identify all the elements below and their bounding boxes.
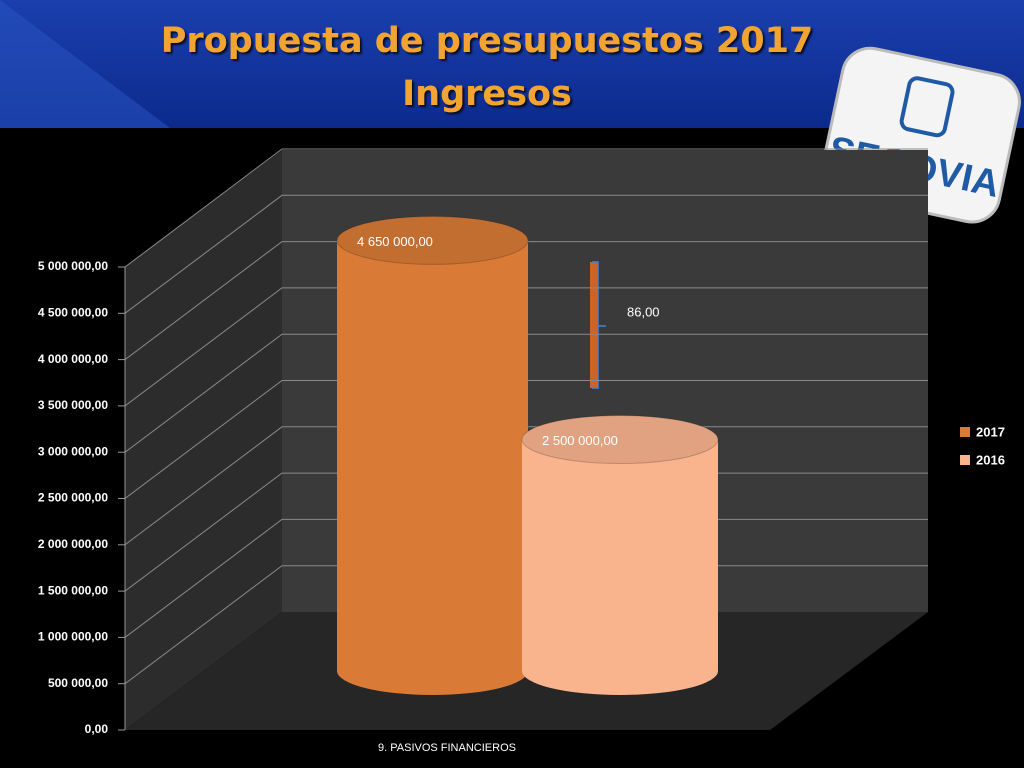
- legend-label: 2016: [976, 452, 1005, 467]
- value-label: 2 500 000,00: [542, 433, 618, 448]
- title-line: Propuesta de presupuestos 2017: [161, 21, 814, 61]
- grid-line: [124, 194, 928, 314]
- logo-crest: [899, 76, 955, 138]
- y-tick-label: 1 500 000,00: [38, 583, 108, 597]
- y-tick-label: 4 000 000,00: [38, 352, 108, 366]
- y-tick-label: 3 500 000,00: [38, 398, 108, 412]
- annotation: 86,00: [590, 261, 660, 389]
- cylinder-top: [336, 215, 529, 265]
- annotation-bracket: [592, 261, 606, 389]
- grid-line: [124, 380, 928, 499]
- y-tick-label: 500 000,00: [48, 676, 108, 690]
- cylinder-top: [521, 415, 719, 464]
- x-tick-label: 9. PASIVOS FINANCIEROS: [378, 742, 516, 754]
- grid-line: [124, 148, 928, 268]
- grid-line: [124, 426, 928, 546]
- y-tick-label: 2 000 000,00: [38, 537, 108, 551]
- y-tick-label: 2 500 000,00: [38, 491, 108, 505]
- header-decoration: [0, 0, 170, 128]
- legend-swatch: [960, 427, 970, 437]
- legend-swatch: [960, 455, 970, 465]
- title-line: Ingresos: [402, 74, 572, 114]
- grid-line: [124, 333, 928, 453]
- value-label: 4 650 000,00: [357, 234, 433, 249]
- annotation-bar: [590, 262, 598, 388]
- cylinder-body: [337, 240, 528, 695]
- grid-line: [124, 287, 928, 407]
- cylinder-body: [522, 439, 718, 695]
- legend-label: 2017: [976, 424, 1005, 439]
- cylinder: [336, 215, 529, 695]
- y-tick-label: 5 000 000,00: [38, 259, 108, 273]
- y-tick-label: 3 000 000,00: [38, 444, 108, 458]
- y-tick-label: 1 000 000,00: [38, 630, 108, 644]
- y-tick-label: 0,00: [85, 722, 109, 736]
- y-tick-label: 4 500 000,00: [38, 305, 108, 319]
- cylinder: [521, 415, 719, 695]
- grid-line: [124, 241, 928, 360]
- annotation-text: 86,00: [627, 304, 660, 319]
